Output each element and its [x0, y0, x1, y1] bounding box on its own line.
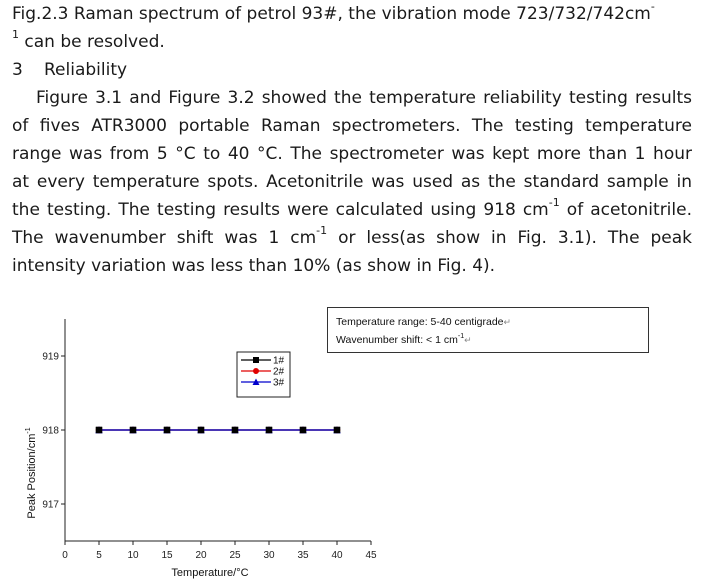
- paragraph-line-4: at every temperature spots. Acetonitrile…: [12, 168, 692, 196]
- data-point-square: [265, 426, 273, 434]
- data-point-square: [95, 426, 103, 434]
- x-tick-label: 0: [62, 550, 68, 561]
- figure-caption-line-1: Fig.2.3 Raman spectrum of petrol 93#, th…: [12, 0, 692, 28]
- caption-text-2: can be resolved.: [19, 32, 165, 52]
- peak-position-chart: 0 5 10 15 20 25 30 35 40 45 917 918 919 1#2#3# Tempe…: [25, 319, 377, 579]
- legend-label: 2#: [273, 367, 285, 378]
- paragraph-line-3: range was from 5 °C to 40 °C. The spectr…: [12, 140, 692, 168]
- data-point-square: [163, 426, 171, 434]
- legend-label: 1#: [273, 356, 285, 367]
- x-tick-label: 30: [263, 550, 275, 561]
- data-point-square: [197, 426, 205, 434]
- figure-chart: 0 5 10 15 20 25 30 35 40 45 917 918 919 1# 2# 3# Tempe…: [0, 290, 709, 584]
- paragraph-line-5: the testing. The testing results were ca…: [12, 196, 692, 224]
- document-text: Fig.2.3 Raman spectrum of petrol 93#, th…: [12, 0, 692, 280]
- section-heading: 3 Reliability: [12, 56, 692, 84]
- chart-legend: 1#2#3#: [236, 351, 291, 398]
- data-point-square: [253, 357, 259, 363]
- x-tick-label: 35: [297, 550, 309, 561]
- series-top-markers: [95, 426, 341, 434]
- info-shift-text: Wavenumber shift: < 1 cm: [336, 334, 458, 346]
- x-tick-label: 40: [331, 550, 343, 561]
- paragraph-line-6: The wavenumber shift was 1 cm-1 or less(…: [12, 224, 692, 252]
- y-tick-label: 918: [42, 426, 59, 437]
- paragraph-text: . The spectrometer was kept more than 1 …: [277, 144, 692, 164]
- data-point-square: [333, 426, 341, 434]
- chart-series: [95, 426, 341, 434]
- y-axis-title-text: Peak Position/cm: [26, 434, 38, 519]
- paragraph-text: to 40: [195, 144, 258, 164]
- info-temperature-text: Temperature range: 5-40 centigrade: [336, 316, 504, 328]
- paragraph-mark-icon: ↵: [503, 317, 512, 327]
- info-line-temperature: Temperature range: 5-40 centigrade↵: [336, 313, 648, 331]
- data-point-square: [129, 426, 137, 434]
- x-tick-label: 45: [365, 550, 377, 561]
- test-conditions-box: Temperature range: 5-40 centigrade↵ Wave…: [327, 307, 649, 353]
- paragraph-mark-icon: ↵: [464, 335, 472, 345]
- y-axis-title: Peak Position/cm-1: [25, 427, 38, 518]
- data-point-circle: [253, 368, 259, 374]
- info-line-shift: Wavenumber shift: < 1 cm-1↵: [336, 331, 648, 349]
- paragraph-text: or less(as show in Fig. 3.1). The peak: [327, 228, 692, 248]
- x-tick-label: 10: [127, 550, 139, 561]
- section-number: 3: [12, 60, 23, 80]
- figure-caption-line-2: 1 can be resolved.: [12, 28, 692, 56]
- info-shift-superscript: -1: [457, 332, 465, 340]
- paragraph-text: of fives ATR3000 portable Raman spectrom…: [12, 116, 692, 136]
- y-axis-title-group: Peak Position/cm-1: [25, 427, 38, 518]
- paragraph-text: range was from 5: [12, 144, 176, 164]
- x-tick-label: 15: [161, 550, 173, 561]
- paragraph-text: intensity variation was less than 10% (a…: [12, 256, 496, 276]
- caption-superscript: -: [650, 0, 655, 14]
- paragraph-text: of acetonitrile.: [559, 200, 692, 220]
- legend-label: 3#: [273, 378, 285, 389]
- paragraph-text: The wavenumber shift was 1 cm: [12, 228, 317, 248]
- unit-superscript: -1: [316, 224, 328, 238]
- data-point-square: [299, 426, 307, 434]
- caption-superscript-2: 1: [12, 28, 19, 42]
- degree-unit: °C: [257, 144, 278, 164]
- x-tick-label: 5: [96, 550, 102, 561]
- caption-text: Fig.2.3 Raman spectrum of petrol 93#, th…: [12, 4, 651, 24]
- section-title: Reliability: [44, 60, 128, 80]
- chart-axes: 0 5 10 15 20 25 30 35 40 45 917 918 919: [42, 319, 377, 561]
- degree-unit: °C: [175, 144, 196, 164]
- y-tick-label: 917: [42, 500, 59, 511]
- x-tick-label: 20: [195, 550, 207, 561]
- y-axis-title-superscript: -1: [25, 427, 32, 433]
- paragraph-text: the testing. The testing results were ca…: [12, 200, 549, 220]
- paragraph-line-7: intensity variation was less than 10% (a…: [12, 252, 692, 280]
- paragraph-line-1: Figure 3.1 and Figure 3.2 showed the tem…: [12, 84, 692, 112]
- y-tick-label: 919: [42, 352, 59, 363]
- data-point-triangle: [252, 378, 260, 385]
- paragraph-text: at every temperature spots. Acetonitrile…: [12, 172, 692, 192]
- paragraph-line-2: of fives ATR3000 portable Raman spectrom…: [12, 112, 692, 140]
- data-point-square: [231, 426, 239, 434]
- x-tick-label: 25: [229, 550, 241, 561]
- unit-superscript: -1: [548, 196, 560, 210]
- paragraph-text: Figure 3.1 and Figure 3.2 showed the tem…: [36, 88, 692, 108]
- x-axis-title: Temperature/°C: [171, 567, 248, 579]
